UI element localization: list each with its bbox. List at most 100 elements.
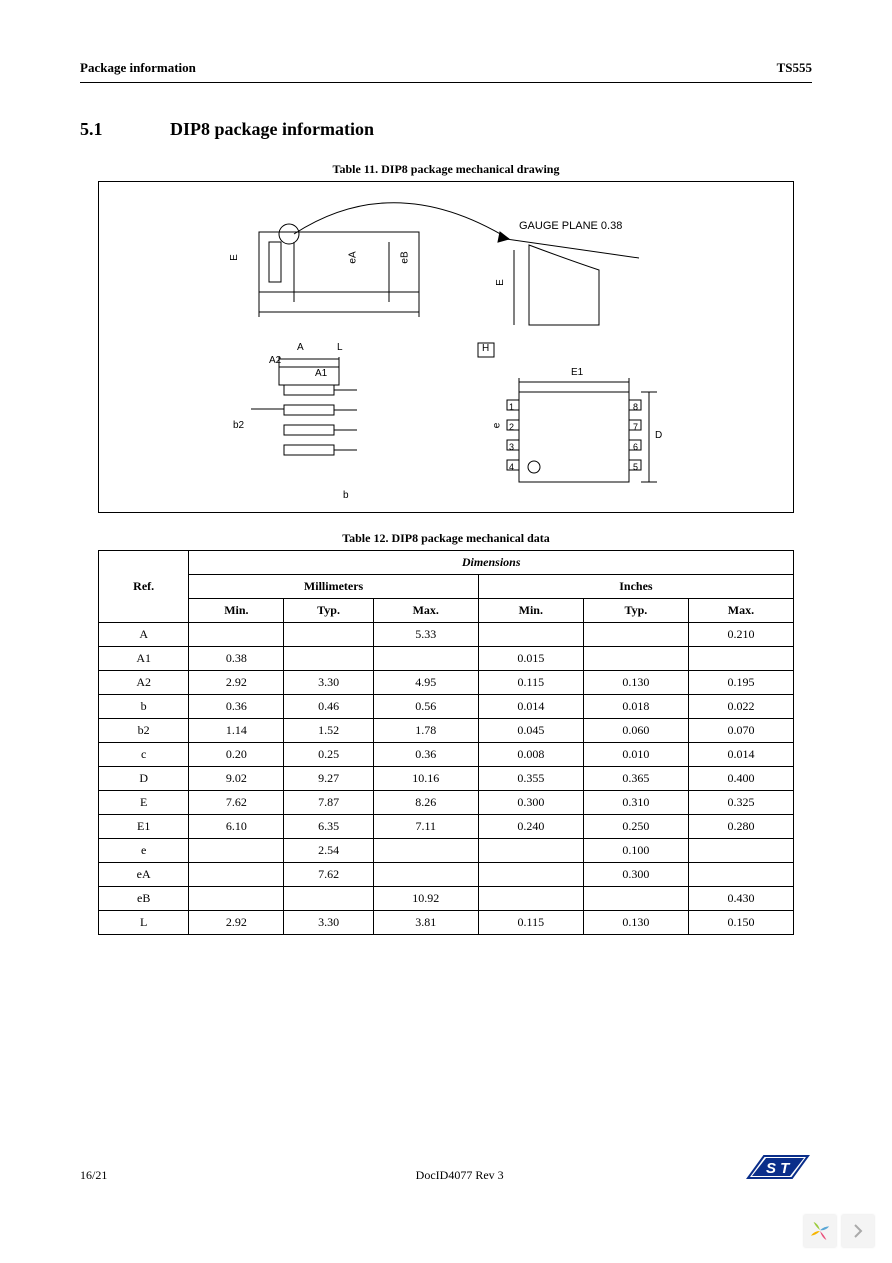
cell-value [189, 839, 284, 863]
table-row: A5.330.210 [99, 623, 794, 647]
cell-value: 10.92 [373, 887, 478, 911]
cell-value: 7.87 [284, 791, 373, 815]
table-caption: Table 12. DIP8 package mechanical data [80, 531, 812, 546]
pin-4: 4 [509, 462, 514, 472]
th-in-typ: Typ. [583, 599, 688, 623]
table-row: e2.540.100 [99, 839, 794, 863]
pin-7: 7 [633, 422, 638, 432]
th-in-max: Max. [688, 599, 793, 623]
table-row: A10.38 0.015 [99, 647, 794, 671]
table-row: D9.029.2710.160.3550.3650.400 [99, 767, 794, 791]
cell-value: 0.010 [583, 743, 688, 767]
label-b2: b2 [233, 420, 244, 431]
cell-value [373, 839, 478, 863]
table-row: E16.106.357.110.2400.2500.280 [99, 815, 794, 839]
cell-value: 0.070 [688, 719, 793, 743]
footer-page: 16/21 [80, 1168, 107, 1183]
table-row: eA7.620.300 [99, 863, 794, 887]
cell-value: 0.38 [189, 647, 284, 671]
cell-ref: eA [99, 863, 189, 887]
viewer-logo-button[interactable] [804, 1215, 836, 1247]
cell-value: 0.195 [688, 671, 793, 695]
mechanical-data-table: Ref. Dimensions Millimeters Inches Min. … [98, 550, 794, 935]
cell-ref: D [99, 767, 189, 791]
label-E: E [229, 254, 240, 261]
cell-value [373, 647, 478, 671]
pin-8: 8 [633, 402, 638, 412]
table-row: c0.200.250.360.0080.0100.014 [99, 743, 794, 767]
cell-value: 0.115 [478, 671, 583, 695]
cell-value [688, 647, 793, 671]
cell-value: 0.130 [583, 911, 688, 935]
cell-value [189, 623, 284, 647]
cell-ref: E1 [99, 815, 189, 839]
pin-2: 2 [509, 422, 514, 432]
cell-value: 3.30 [284, 671, 373, 695]
drawing-callout-arc [284, 194, 524, 254]
pin-3: 3 [509, 442, 514, 452]
label-L: L [337, 342, 343, 353]
cell-value: 1.78 [373, 719, 478, 743]
th-in: Inches [478, 575, 793, 599]
label-b: b [343, 490, 349, 501]
cell-value: 6.10 [189, 815, 284, 839]
cell-value [583, 623, 688, 647]
label-E-right: E [495, 279, 506, 286]
cell-value: 0.015 [478, 647, 583, 671]
header-right: TS555 [777, 60, 812, 76]
cell-value: 0.150 [688, 911, 793, 935]
cell-value: 0.325 [688, 791, 793, 815]
page-footer: 16/21 DocID4077 Rev 3 [80, 1168, 812, 1183]
cell-value: 10.16 [373, 767, 478, 791]
cell-value: 0.130 [583, 671, 688, 695]
cell-value: 4.95 [373, 671, 478, 695]
next-page-button[interactable] [842, 1215, 874, 1247]
cell-value: 0.100 [583, 839, 688, 863]
cell-ref: A1 [99, 647, 189, 671]
label-A: A [297, 342, 304, 353]
th-mm-min: Min. [189, 599, 284, 623]
header-left: Package information [80, 60, 196, 76]
figure-caption: Table 11. DIP8 package mechanical drawin… [80, 162, 812, 177]
cell-value: 0.280 [688, 815, 793, 839]
cell-value: 6.35 [284, 815, 373, 839]
cell-value [189, 863, 284, 887]
cell-value: 0.20 [189, 743, 284, 767]
cell-value [688, 839, 793, 863]
cell-value: 0.25 [284, 743, 373, 767]
pin-6: 6 [633, 442, 638, 452]
cell-value: 5.33 [373, 623, 478, 647]
cell-value: 0.310 [583, 791, 688, 815]
cell-value: 0.300 [478, 791, 583, 815]
cell-value: 8.26 [373, 791, 478, 815]
th-in-min: Min. [478, 599, 583, 623]
cell-value [688, 863, 793, 887]
drawing-side-view [239, 347, 389, 497]
cell-value: 2.92 [189, 671, 284, 695]
cell-value: 2.92 [189, 911, 284, 935]
cell-value: 0.045 [478, 719, 583, 743]
table-row: A22.923.304.950.1150.1300.195 [99, 671, 794, 695]
table-row: eB10.920.430 [99, 887, 794, 911]
viewer-nav [804, 1215, 874, 1247]
cell-value: 1.52 [284, 719, 373, 743]
cell-value: 9.02 [189, 767, 284, 791]
cell-value [478, 863, 583, 887]
cell-ref: L [99, 911, 189, 935]
label-H: H [482, 343, 489, 354]
cell-value: 0.022 [688, 695, 793, 719]
cell-value [478, 623, 583, 647]
cell-value: 0.365 [583, 767, 688, 791]
cell-ref: A2 [99, 671, 189, 695]
cell-value: 0.56 [373, 695, 478, 719]
label-D: D [655, 430, 662, 441]
cell-value: 0.46 [284, 695, 373, 719]
table-row: L2.923.303.810.1150.1300.150 [99, 911, 794, 935]
label-A2: A2 [269, 355, 281, 366]
table-row: b21.141.521.780.0450.0600.070 [99, 719, 794, 743]
cell-value [284, 647, 373, 671]
cell-value: 1.14 [189, 719, 284, 743]
cell-value: 0.240 [478, 815, 583, 839]
drawing-gauge-detail [489, 230, 659, 340]
cell-value [478, 887, 583, 911]
